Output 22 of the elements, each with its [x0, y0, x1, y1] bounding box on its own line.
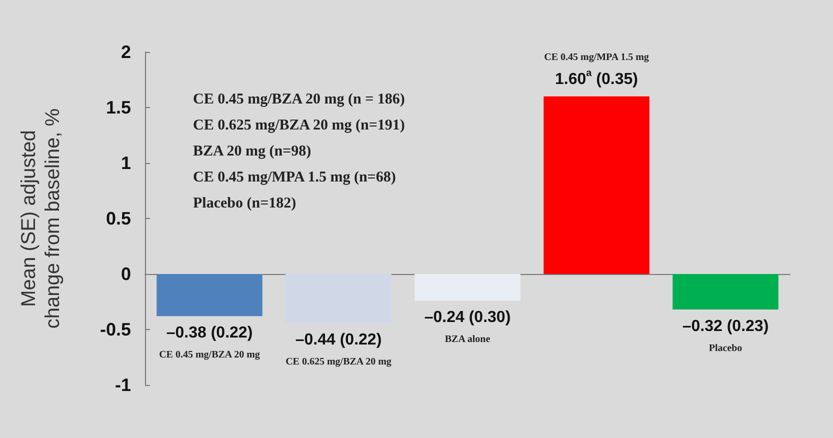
y-tick-label: 2 [120, 42, 131, 62]
x-tick-label: CE 0.45 mg/MPA 1.5 mg [544, 52, 649, 63]
data-label: –0.32 (0.23) [682, 318, 769, 336]
annotation: CE 0.625 mg/BZA 20 mg (n=191) [193, 118, 405, 134]
y-tick-label: -1 [114, 375, 131, 395]
annotation: Placebo (n=182) [193, 196, 296, 212]
y-tick-label: 1 [120, 153, 131, 173]
y-tick-label: 0 [120, 264, 131, 284]
x-tick-label: CE 0.625 mg/BZA 20 mg [286, 356, 392, 368]
x-tick-label: Placebo [708, 343, 742, 354]
y-tick-label: 1.5 [106, 98, 131, 118]
annotation: BZA 20 mg (n=98) [193, 144, 312, 160]
y-tick-label: 0.5 [106, 208, 131, 228]
x-tick-label: CE 0.45 mg/BZA 20 mg [159, 350, 260, 361]
data-label: –0.38 (0.22) [166, 324, 253, 342]
y-axis-title: Mean (SE) adjusted change from baseline, % [18, 108, 64, 329]
annotation: CE 0.45 mg/BZA 20 mg (n = 186) [193, 92, 405, 108]
y-tick-label: -0.5 [100, 320, 131, 340]
data-label: –0.44 (0.22) [295, 331, 382, 348]
x-tick-label: BZA alone [444, 334, 491, 346]
annotation: CE 0.45 mg/MPA 1.5 mg (n=68) [193, 170, 396, 186]
data-label: –0.24 (0.30) [424, 309, 511, 326]
